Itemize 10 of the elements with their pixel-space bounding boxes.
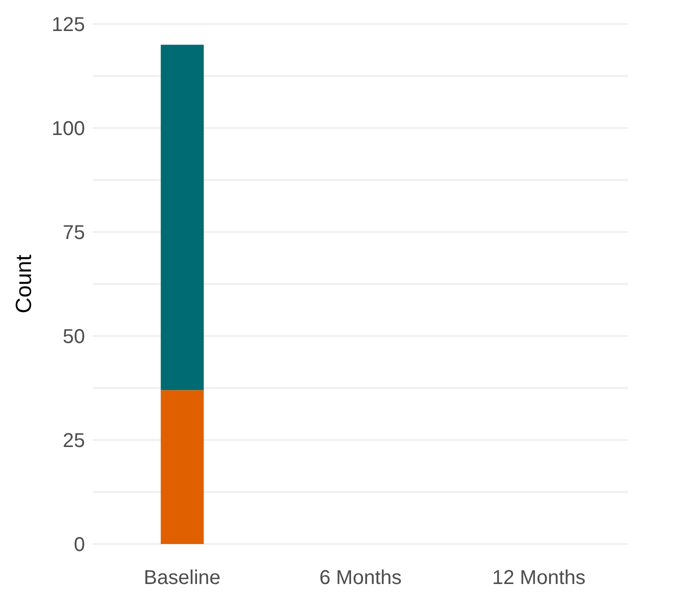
y-tick-label: 0 <box>74 534 85 556</box>
y-tick-label: 50 <box>62 326 85 348</box>
x-tick-label: 6 Months <box>319 567 402 590</box>
y-axis-title: Count <box>10 254 36 314</box>
y-tick-label: 25 <box>62 430 85 452</box>
y-tick-label: 75 <box>62 222 85 244</box>
y-tick-label: 125 <box>52 14 85 36</box>
x-tick-label: 12 Months <box>492 567 586 590</box>
x-tick-label: Baseline <box>144 567 221 590</box>
y-tick-label: 100 <box>52 118 85 140</box>
